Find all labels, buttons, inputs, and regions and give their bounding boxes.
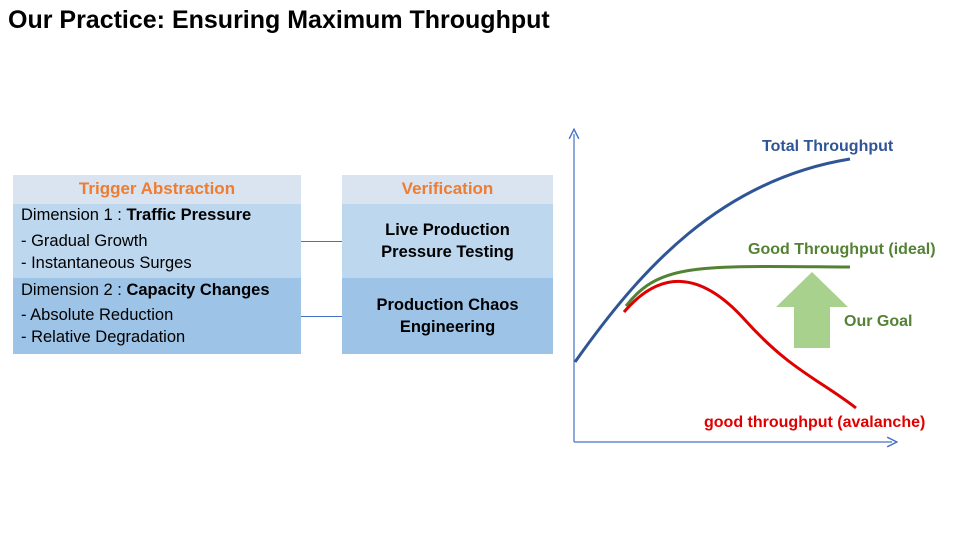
cell-line: Pressure Testing bbox=[381, 243, 514, 261]
dimension-1-prefix: Dimension 1 : bbox=[21, 206, 127, 224]
live-pressure-testing-cell: Live Production Pressure Testing bbox=[342, 204, 553, 278]
good-throughput-avalanche-curve bbox=[622, 279, 857, 410]
dimension-2-prefix: Dimension 2 : bbox=[21, 281, 127, 299]
cell-text: Live Production Pressure Testing bbox=[381, 219, 514, 263]
good-throughput-avalanche-label: good throughput (avalanche) bbox=[704, 414, 926, 431]
connector-line bbox=[301, 316, 342, 317]
dimension-2-title: Dimension 2 : Capacity Changes bbox=[21, 281, 270, 300]
our-goal-label: Our Goal bbox=[844, 313, 913, 330]
total-throughput-curve bbox=[573, 157, 851, 363]
cell-text: Production Chaos Engineering bbox=[376, 294, 518, 338]
list-item: - Absolute Reduction bbox=[21, 306, 174, 324]
cell-line: Production Chaos bbox=[376, 296, 519, 314]
trigger-abstraction-header: Trigger Abstraction bbox=[13, 175, 301, 204]
verification-header: Verification bbox=[342, 175, 553, 204]
list-item: - Instantaneous Surges bbox=[21, 254, 192, 272]
connector-line bbox=[301, 241, 342, 242]
dimension-2-name: Capacity Changes bbox=[126, 281, 270, 299]
cell-line: Live Production bbox=[385, 221, 510, 239]
dimension-1-title: Dimension 1 : Traffic Pressure bbox=[21, 206, 251, 225]
list-item: - Relative Degradation bbox=[21, 328, 186, 346]
total-throughput-label: Total Throughput bbox=[762, 138, 894, 155]
cell-line: Engineering bbox=[399, 318, 496, 336]
good-throughput-ideal-curve bbox=[624, 264, 851, 307]
list-item: - Gradual Growth bbox=[21, 232, 148, 250]
our-goal-arrow-icon bbox=[776, 272, 848, 348]
dimension-1-cell: Dimension 1 : Traffic Pressure - Gradual… bbox=[13, 204, 301, 278]
chaos-engineering-cell: Production Chaos Engineering bbox=[342, 278, 553, 354]
good-throughput-ideal-label: Good Throughput (ideal) bbox=[748, 241, 936, 258]
dimension-1-name: Traffic Pressure bbox=[126, 206, 252, 224]
dimension-2-cell: Dimension 2 : Capacity Changes - Absolut… bbox=[13, 278, 301, 354]
page-title: Our Practice: Ensuring Maximum Throughpu… bbox=[8, 6, 550, 34]
